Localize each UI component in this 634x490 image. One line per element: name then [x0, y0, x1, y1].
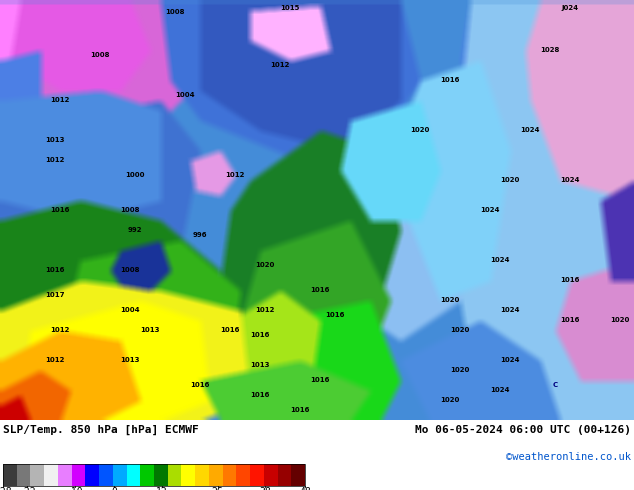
Text: 1016: 1016	[290, 407, 309, 413]
Text: 1015: 1015	[280, 5, 300, 11]
Text: 1024: 1024	[500, 307, 520, 313]
Bar	[209, 464, 223, 486]
Bar	[140, 464, 154, 486]
Text: 1013: 1013	[120, 357, 139, 363]
Text: 996: 996	[193, 232, 207, 238]
Text: 1008: 1008	[165, 9, 184, 15]
Text: 1016: 1016	[50, 207, 70, 213]
Bar	[154, 464, 168, 486]
Text: 1024: 1024	[480, 207, 500, 213]
Text: 1020: 1020	[500, 177, 520, 183]
Bar	[58, 464, 72, 486]
Text: 48: 48	[299, 487, 311, 490]
Text: 1016: 1016	[440, 77, 460, 83]
Text: 38: 38	[259, 487, 271, 490]
Text: 1013: 1013	[140, 327, 160, 333]
Text: 1020: 1020	[450, 327, 470, 333]
Text: 1017: 1017	[45, 292, 65, 298]
Text: SLP/Temp. 850 hPa [hPa] ECMWF: SLP/Temp. 850 hPa [hPa] ECMWF	[3, 425, 198, 435]
Text: 0: 0	[112, 487, 117, 490]
Text: 1024: 1024	[500, 357, 520, 363]
Text: 1016: 1016	[310, 287, 330, 293]
Bar	[3, 464, 16, 486]
Text: 1028: 1028	[540, 47, 560, 53]
Text: -28: -28	[0, 487, 12, 490]
Bar	[181, 464, 195, 486]
Bar	[236, 464, 250, 486]
Bar	[113, 464, 127, 486]
Text: 1024: 1024	[521, 127, 540, 133]
Text: 1012: 1012	[45, 357, 65, 363]
Text: 1016: 1016	[560, 317, 579, 323]
Text: ©weatheronline.co.uk: ©weatheronline.co.uk	[506, 452, 631, 462]
Bar	[264, 464, 278, 486]
Bar	[16, 464, 30, 486]
Bar	[99, 464, 113, 486]
Text: Mo 06-05-2024 06:00 UTC (00+126): Mo 06-05-2024 06:00 UTC (00+126)	[415, 425, 631, 435]
Text: 1000: 1000	[126, 172, 145, 178]
Text: 1016: 1016	[250, 332, 269, 338]
Bar	[30, 464, 44, 486]
Text: 26: 26	[212, 487, 223, 490]
Bar	[223, 464, 236, 486]
Bar	[291, 464, 305, 486]
Text: 1004: 1004	[175, 92, 195, 98]
Text: 1024: 1024	[560, 177, 579, 183]
Bar	[168, 464, 181, 486]
Text: 1024: 1024	[490, 257, 510, 263]
Text: 1012: 1012	[45, 157, 65, 163]
Bar	[278, 464, 291, 486]
Text: -22: -22	[18, 487, 36, 490]
Text: 1016: 1016	[325, 312, 345, 318]
Bar	[127, 464, 140, 486]
Text: 1020: 1020	[611, 317, 630, 323]
Text: 1016: 1016	[250, 392, 269, 398]
Text: 1012: 1012	[270, 62, 290, 68]
Text: 1008: 1008	[120, 267, 139, 273]
Bar	[3, 464, 305, 486]
Bar	[72, 464, 86, 486]
Text: 1016: 1016	[310, 377, 330, 383]
Text: 992: 992	[127, 227, 142, 233]
Bar	[86, 464, 99, 486]
Text: 1004: 1004	[120, 307, 140, 313]
Text: 1016: 1016	[45, 267, 65, 273]
Text: 1020: 1020	[440, 297, 460, 303]
Text: 1020: 1020	[410, 127, 430, 133]
Text: 1012: 1012	[225, 172, 245, 178]
Text: 1012: 1012	[256, 307, 275, 313]
Text: 1013: 1013	[45, 137, 65, 143]
Text: 1013: 1013	[250, 362, 269, 368]
Text: 1020: 1020	[256, 262, 275, 268]
Text: 1016: 1016	[560, 277, 579, 283]
Text: 1008: 1008	[90, 52, 110, 58]
Text: J024: J024	[562, 5, 579, 11]
Text: 12: 12	[156, 487, 168, 490]
Bar	[250, 464, 264, 486]
Text: -10: -10	[66, 487, 83, 490]
Text: C: C	[552, 382, 557, 388]
Text: 1012: 1012	[50, 97, 70, 103]
Text: 1024: 1024	[490, 387, 510, 393]
Text: 1020: 1020	[440, 397, 460, 403]
Text: 1008: 1008	[120, 207, 139, 213]
Text: 1020: 1020	[450, 367, 470, 373]
Text: 1016: 1016	[220, 327, 240, 333]
Bar	[195, 464, 209, 486]
Bar	[44, 464, 58, 486]
Text: 1016: 1016	[190, 382, 210, 388]
Text: 1012: 1012	[50, 327, 70, 333]
